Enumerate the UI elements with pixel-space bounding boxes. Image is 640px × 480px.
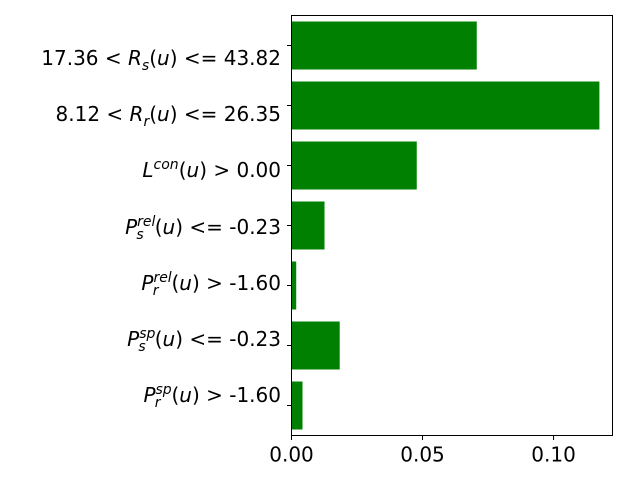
bar-lcon (291, 141, 417, 190)
bar-pssp (291, 321, 340, 370)
y-tick-label-psrel: Prel s (u) <= -0.23 (125, 214, 281, 243)
bars-group (291, 21, 600, 430)
y-tick-label-pssp: Psp s (u) <= -0.23 (127, 326, 281, 355)
x-tick-label-0: 0.00 (269, 443, 314, 467)
y-tick-label-rr: 8.12 < Rr(u) <= 26.35 (56, 102, 281, 130)
y-axis (287, 45, 292, 406)
y-tick-labels: 17.36 < Rs(u) <= 43.82 8.12 < Rr(u) <= 2… (41, 46, 281, 411)
plot-frame (291, 15, 613, 436)
x-axis: 0.00 0.05 0.10 (269, 435, 576, 467)
y-tick-label-lcon: Lcon(u) > 0.00 (142, 157, 281, 182)
y-tick-label-prrel: Prel r (u) > -1.60 (141, 270, 281, 299)
y-tick-label-rs: 17.36 < Rs(u) <= 43.82 (41, 46, 281, 74)
bar-rs (291, 21, 477, 70)
bar-prsp (291, 381, 303, 430)
x-tick-label-2: 0.10 (531, 443, 576, 467)
bar-rr (291, 81, 600, 130)
bar-prrel (291, 261, 297, 310)
y-tick-label-prsp: Psp r (u) > -1.60 (143, 382, 281, 411)
x-tick-label-1: 0.05 (400, 443, 445, 467)
bar-psrel (291, 201, 325, 250)
